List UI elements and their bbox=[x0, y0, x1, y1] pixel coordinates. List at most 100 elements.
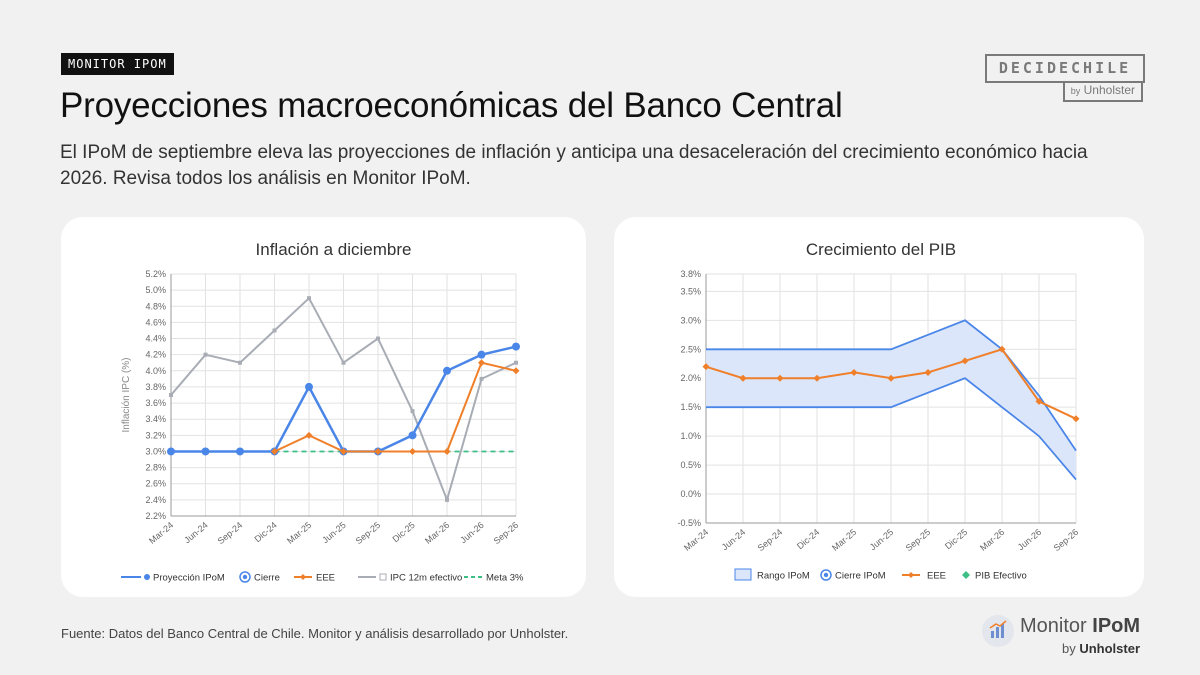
inflation-chart: Inflación a diciembre 2.2% 2.4% 2.6% 2.8% 3.0… bbox=[121, 240, 524, 584]
x-tick-label: Jun-24 bbox=[182, 520, 210, 545]
legend-label: Cierre IPoM bbox=[835, 571, 886, 582]
ipc-point bbox=[445, 497, 449, 502]
eee-point bbox=[887, 374, 895, 382]
logo-monitor-text: Monitor IPoM bbox=[1020, 615, 1141, 637]
legend-marker bbox=[300, 574, 306, 580]
eee-point bbox=[478, 359, 485, 367]
legend-marker bbox=[379, 573, 387, 581]
y-tick-label: 4.0% bbox=[145, 366, 166, 376]
eee-point bbox=[924, 368, 932, 376]
x-tick-label: Sep-25 bbox=[354, 520, 383, 546]
y-tick-label: 1.0% bbox=[680, 431, 701, 441]
range-band bbox=[706, 320, 1076, 480]
chart-title: Crecimiento del PIB bbox=[806, 240, 956, 259]
eee-point bbox=[409, 447, 416, 455]
y-tick-label: 3.8% bbox=[145, 382, 166, 392]
eee-point bbox=[813, 374, 821, 382]
brand-main-text: DECIDECHILE bbox=[985, 54, 1145, 83]
legend-label: Rango IPoM bbox=[757, 571, 810, 582]
ipc-point bbox=[376, 336, 380, 341]
x-tick-label: Mar-24 bbox=[147, 520, 175, 546]
ipc-point bbox=[238, 360, 242, 365]
legend-label: PIB Efectivo bbox=[975, 571, 1027, 582]
monitor-chart-icon bbox=[982, 615, 1014, 647]
page-subtitle: El IPoM de septiembre eleva las proyecci… bbox=[60, 142, 1088, 189]
proyeccion-point bbox=[167, 447, 175, 456]
eee-point bbox=[998, 345, 1006, 353]
x-tick-label: Mar-25 bbox=[830, 527, 858, 553]
ipc-point bbox=[307, 296, 311, 301]
monitor-ipom-logo: Monitor IPoM by Unholster bbox=[982, 613, 1142, 659]
decidechile-logo: DECIDECHILE by Unholster bbox=[985, 54, 1145, 102]
x-tick-label: Sep-24 bbox=[216, 520, 245, 546]
source-note: Fuente: Datos del Banco Central de Chile… bbox=[61, 626, 569, 641]
legend-item: Rango IPoM bbox=[734, 568, 810, 582]
eee-point bbox=[305, 431, 313, 439]
range-upper-line bbox=[706, 319, 1077, 452]
legend-item: Meta 3% bbox=[464, 573, 524, 584]
x-tick-label: Dic-25 bbox=[943, 527, 969, 551]
legend-label: EEE bbox=[927, 571, 946, 582]
range-lower-line bbox=[706, 377, 1077, 481]
eee-point bbox=[340, 447, 347, 455]
ipc-point bbox=[169, 393, 173, 397]
y-tick-label: 3.4% bbox=[145, 414, 166, 424]
x-tick-label: Mar-25 bbox=[285, 520, 313, 546]
legend-item: Cierre IPoM bbox=[820, 569, 886, 582]
eee-point bbox=[961, 357, 969, 365]
y-tick-label: 5.0% bbox=[145, 285, 166, 295]
y-tick-label: 2.8% bbox=[145, 463, 166, 473]
eee-point bbox=[1072, 415, 1080, 423]
y-tick-label: 3.6% bbox=[145, 398, 166, 408]
x-tick-label: Sep-25 bbox=[904, 527, 933, 553]
y-tick-label: 5.2% bbox=[145, 269, 166, 279]
page-title: Proyecciones macroeconómicas del Banco C… bbox=[60, 86, 843, 125]
eee-point bbox=[512, 367, 520, 375]
y-tick-label: 2.0% bbox=[680, 373, 701, 383]
x-tick-label: Dic-24 bbox=[252, 520, 278, 544]
y-axis-label: Inflación IPC (%) bbox=[121, 357, 132, 432]
legend-item: IPC 12m efectivo bbox=[358, 573, 462, 584]
x-tick-label: Jun-26 bbox=[1016, 527, 1044, 552]
y-tick-label: 3.8% bbox=[680, 269, 701, 279]
y-tick-label: 0.5% bbox=[680, 460, 701, 470]
gdp-chart: Crecimiento del PIB -0.5% 0.0% 0.5% 1.0% 1.5%… bbox=[677, 240, 1080, 582]
proyeccion-point bbox=[477, 350, 486, 359]
legend-item: Cierre bbox=[239, 571, 280, 584]
y-tick-label: 4.6% bbox=[145, 317, 166, 327]
eee-point bbox=[850, 368, 858, 376]
eee-point bbox=[702, 363, 710, 371]
x-tick-label: Dic-25 bbox=[390, 520, 416, 544]
legend-item: EEE bbox=[902, 571, 946, 582]
x-tick-label: Mar-26 bbox=[978, 527, 1006, 553]
legend-label: Proyección IPoM bbox=[153, 573, 225, 584]
x-tick-label: Jun-26 bbox=[458, 520, 486, 545]
y-tick-label: 2.2% bbox=[145, 511, 166, 521]
legend-marker bbox=[908, 572, 914, 578]
x-tick-label: Mar-26 bbox=[423, 520, 451, 546]
x-tick-label: Jun-24 bbox=[720, 527, 748, 552]
brand-sub-text: by Unholster bbox=[1062, 81, 1143, 102]
brand-by: by bbox=[1070, 86, 1081, 96]
section-tag: MONITOR IPOM bbox=[61, 53, 174, 75]
y-tick-label: 3.2% bbox=[145, 430, 166, 440]
proyeccion-point bbox=[236, 447, 244, 456]
x-tick-label: Jun-25 bbox=[868, 527, 896, 552]
legend-swatch bbox=[734, 568, 752, 581]
y-tick-label: 4.4% bbox=[145, 334, 166, 344]
x-tick-label: Mar-24 bbox=[682, 527, 710, 553]
eee-point bbox=[739, 374, 747, 382]
proyeccion-point bbox=[512, 342, 520, 351]
legend-item: Proyección IPoM bbox=[121, 573, 225, 584]
y-tick-label: 1.5% bbox=[680, 402, 701, 412]
inflation-card: Inflación a diciembre 2.2% 2.4% 2.6% 2.8% 3.0… bbox=[61, 217, 586, 597]
logo-by-unholster: by Unholster bbox=[1061, 641, 1140, 656]
x-tick-label: Dic-24 bbox=[795, 527, 821, 551]
legend-marker-inner bbox=[823, 572, 829, 578]
proyeccion-point bbox=[408, 431, 417, 440]
x-tick-label: Sep-26 bbox=[492, 520, 521, 546]
legend-item: EEE bbox=[294, 573, 335, 584]
proyeccion-point bbox=[201, 447, 210, 456]
x-tick-label: Sep-24 bbox=[756, 527, 785, 553]
eee-point bbox=[443, 447, 451, 455]
